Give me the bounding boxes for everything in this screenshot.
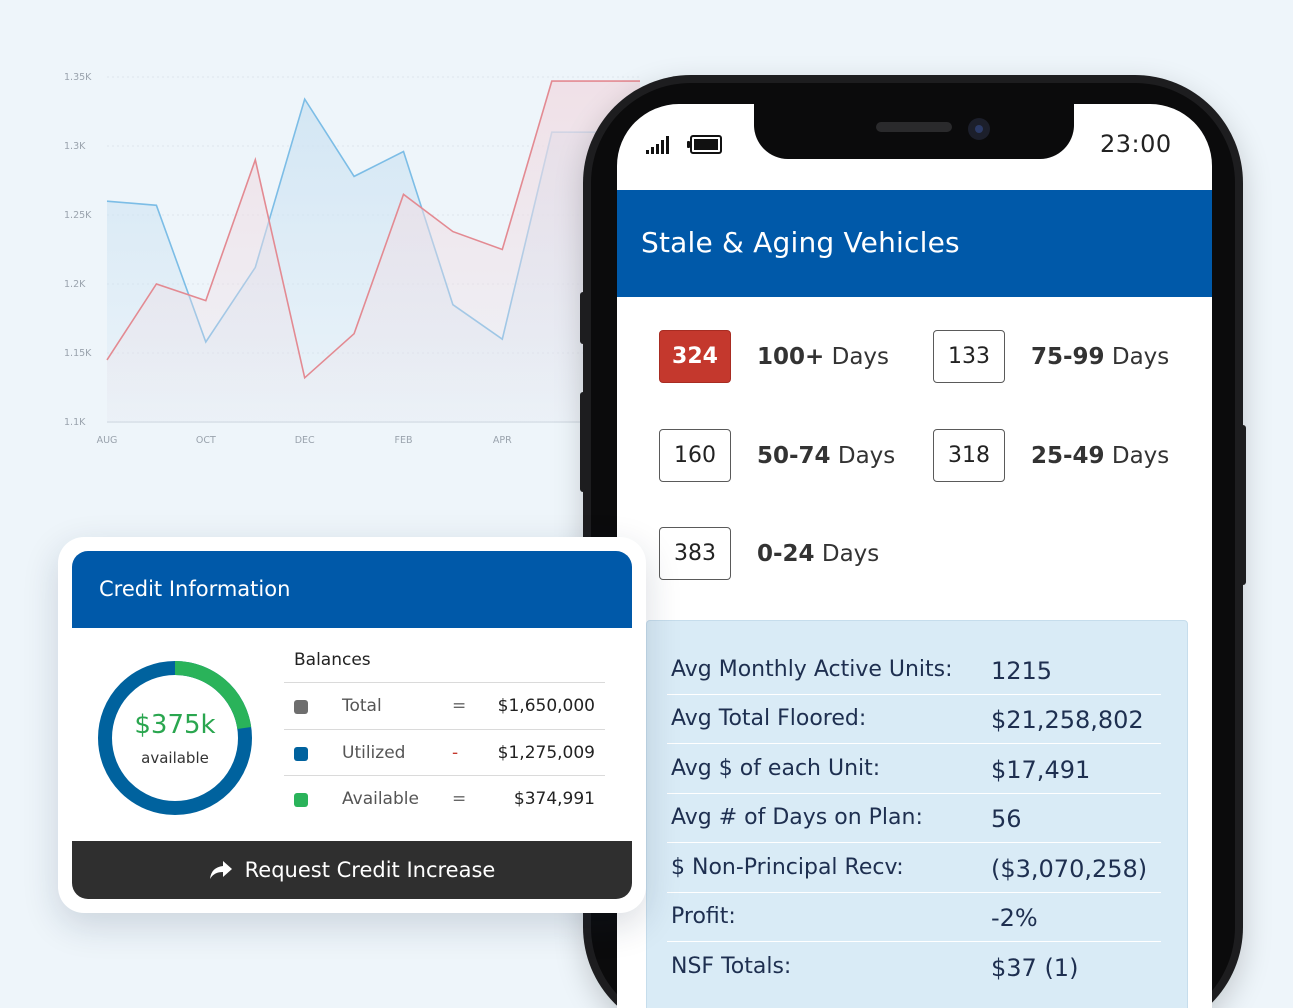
- y-tick-label: 1.25K: [64, 210, 92, 221]
- balances-title: Balances: [294, 650, 371, 670]
- balance-name: Available: [342, 789, 419, 809]
- stat-row: Profit: -2%: [667, 892, 1161, 942]
- stat-row: Avg Monthly Active Units: 1215: [667, 645, 1161, 695]
- age-count-badge: 383: [659, 527, 731, 580]
- stat-label: Profit:: [671, 904, 736, 929]
- y-tick-label: 1.2K: [64, 279, 86, 290]
- legend-swatch: [294, 747, 308, 761]
- stat-value: ($3,070,258): [991, 855, 1148, 883]
- stat-row: Avg $ of each Unit: $17,491: [667, 744, 1161, 794]
- y-tick-label: 1.35K: [64, 72, 92, 83]
- age-bucket-25-49[interactable]: 318 25-49 Days: [933, 429, 1169, 482]
- x-tick-label: OCT: [196, 435, 216, 446]
- stat-label: NSF Totals:: [671, 954, 792, 979]
- legend-swatch: [294, 793, 308, 807]
- stat-value: $21,258,802: [991, 706, 1144, 734]
- credit-title: Credit Information: [99, 577, 291, 601]
- stat-value: -2%: [991, 904, 1038, 932]
- balance-row-total: Total = $1,650,000: [284, 682, 605, 728]
- y-tick-label: 1.3K: [64, 141, 86, 152]
- stats-panel: Avg Monthly Active Units: 1215 Avg Total…: [646, 620, 1188, 1008]
- stat-row: Avg Total Floored: $21,258,802: [667, 694, 1161, 744]
- x-tick-label: FEB: [395, 435, 413, 446]
- credit-header: Credit Information: [72, 551, 632, 628]
- stat-row: NSF Totals: $37 (1): [667, 942, 1161, 992]
- credit-donut-chart: [98, 661, 252, 815]
- phone-power-button: [1240, 425, 1246, 585]
- stat-row: Avg # of Days on Plan: 56: [667, 793, 1161, 843]
- trend-chart: 1.35K 1.3K 1.25K 1.2K 1.15K 1.1K AUG OCT DEC FEB A…: [64, 72, 640, 446]
- request-credit-increase-label: Request Credit Increase: [244, 858, 496, 882]
- age-bucket-50-74[interactable]: 160 50-74 Days: [659, 429, 895, 482]
- age-bucket-100-plus[interactable]: 324 100+ Days: [659, 330, 889, 383]
- age-count-badge: 324: [659, 330, 731, 383]
- stat-label: $ Non-Principal Recv:: [671, 855, 904, 880]
- age-bucket-75-99[interactable]: 133 75-99 Days: [933, 330, 1169, 383]
- balance-value: $1,275,009: [497, 743, 595, 763]
- y-tick-label: 1.15K: [64, 348, 92, 359]
- y-tick-label: 1.1K: [64, 417, 86, 428]
- status-time: 23:00: [1100, 130, 1172, 158]
- balance-operator: -: [452, 743, 459, 763]
- phone-speaker: [876, 122, 952, 132]
- age-range-label: 25-49 Days: [1031, 442, 1170, 469]
- balance-row-utilized: Utilized - $1,275,009: [284, 729, 605, 775]
- request-credit-increase-button[interactable]: Request Credit Increase: [72, 841, 632, 899]
- series-area: [107, 81, 640, 422]
- balance-operator: =: [452, 789, 467, 809]
- balance-name: Utilized: [342, 743, 406, 763]
- stat-label: Avg Total Floored:: [671, 706, 867, 731]
- balance-operator: =: [452, 696, 467, 716]
- age-range-label: 75-99 Days: [1031, 343, 1170, 370]
- phone-side-button: [580, 292, 586, 344]
- stat-value: 56: [991, 805, 1022, 833]
- series-line: [106, 80, 640, 380]
- balance-value: $374,991: [513, 789, 595, 809]
- balance-row-available: Available = $374,991: [284, 775, 605, 821]
- stat-value: $17,491: [991, 756, 1091, 784]
- stale-header: Stale & Aging Vehicles: [617, 190, 1212, 297]
- available-label: available: [141, 749, 209, 767]
- x-tick-label: DEC: [295, 435, 315, 446]
- age-count-badge: 133: [933, 330, 1005, 383]
- stat-label: Avg # of Days on Plan:: [671, 805, 923, 830]
- x-tick-label: AUG: [97, 435, 118, 446]
- balance-name: Total: [342, 696, 382, 716]
- legend-swatch: [294, 700, 308, 714]
- x-tick-label: APR: [493, 435, 512, 446]
- balance-value: $1,650,000: [497, 696, 595, 716]
- stat-value: $37 (1): [991, 954, 1079, 982]
- available-amount: $375k: [134, 710, 216, 740]
- donut-available-arc: [98, 661, 252, 815]
- age-bucket-0-24[interactable]: 383 0-24 Days: [659, 527, 879, 580]
- phone-camera: [968, 118, 990, 140]
- age-range-label: 100+ Days: [757, 343, 890, 370]
- age-count-badge: 318: [933, 429, 1005, 482]
- age-count-badge: 160: [659, 429, 731, 482]
- stat-label: Avg $ of each Unit:: [671, 756, 881, 781]
- stat-value: 1215: [991, 657, 1053, 685]
- stat-label: Avg Monthly Active Units:: [671, 657, 953, 682]
- phone-volume-button: [580, 392, 586, 492]
- stale-title: Stale & Aging Vehicles: [641, 226, 960, 259]
- age-range-label: 50-74 Days: [757, 442, 896, 469]
- battery-icon: [687, 135, 722, 154]
- stat-row: $ Non-Principal Recv: ($3,070,258): [667, 843, 1161, 893]
- signal-icon: [646, 136, 669, 154]
- share-arrow-icon: [209, 861, 232, 879]
- age-range-label: 0-24 Days: [757, 540, 880, 567]
